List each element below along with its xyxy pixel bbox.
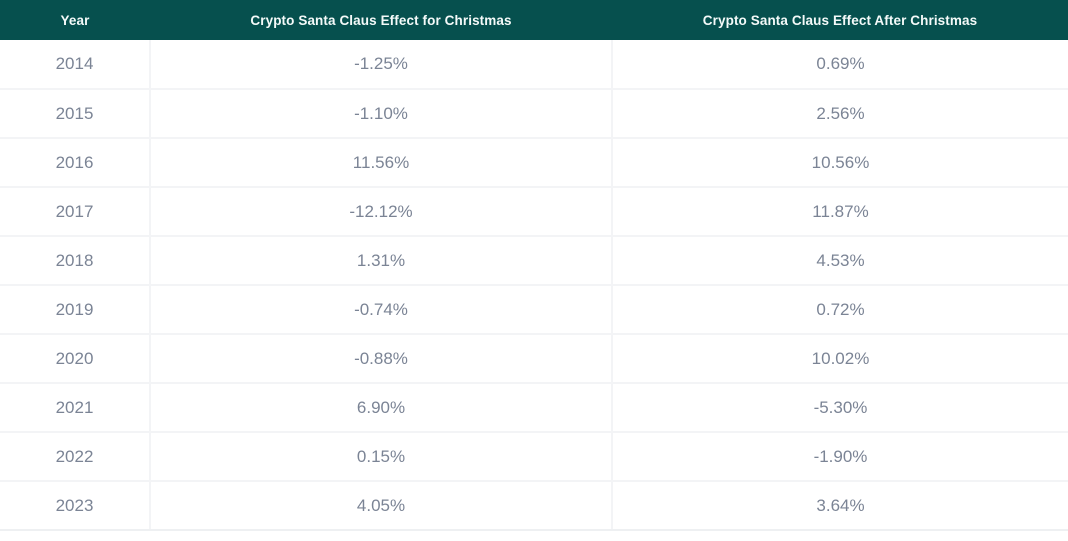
year-cell: 2016 bbox=[0, 138, 151, 188]
table-header: Year Crypto Santa Claus Effect for Chris… bbox=[0, 0, 1068, 40]
year-cell: 2023 bbox=[0, 481, 151, 531]
table-row: 2017 -12.12% 11.87% bbox=[0, 187, 1068, 237]
for-christmas-cell: 11.56% bbox=[150, 138, 613, 188]
after-christmas-cell: 0.72% bbox=[612, 285, 1068, 335]
table-row: 2022 0.15% -1.90% bbox=[0, 432, 1068, 482]
for-christmas-cell: -1.10% bbox=[150, 89, 613, 139]
table-row: 2018 1.31% 4.53% bbox=[0, 236, 1068, 286]
table-row: 2015 -1.10% 2.56% bbox=[0, 89, 1068, 139]
after-christmas-cell: 11.87% bbox=[612, 187, 1068, 237]
after-christmas-cell: 3.64% bbox=[612, 481, 1068, 531]
year-cell: 2020 bbox=[0, 334, 151, 384]
table-body: 2014 -1.25% 0.69% 2015 -1.10% 2.56% 2016… bbox=[0, 40, 1068, 531]
year-cell: 2021 bbox=[0, 383, 151, 433]
for-christmas-cell: 4.05% bbox=[150, 481, 613, 531]
year-cell: 2017 bbox=[0, 187, 151, 237]
year-cell: 2014 bbox=[0, 40, 151, 90]
year-cell: 2019 bbox=[0, 285, 151, 335]
after-christmas-cell: 2.56% bbox=[612, 89, 1068, 139]
for-christmas-cell: 6.90% bbox=[150, 383, 613, 433]
after-christmas-cell: -1.90% bbox=[612, 432, 1068, 482]
year-cell: 2018 bbox=[0, 236, 151, 286]
for-christmas-cell: -12.12% bbox=[150, 187, 613, 237]
table-row: 2020 -0.88% 10.02% bbox=[0, 334, 1068, 384]
after-christmas-cell: 4.53% bbox=[612, 236, 1068, 286]
table-row: 2019 -0.74% 0.72% bbox=[0, 285, 1068, 335]
header-year: Year bbox=[0, 0, 150, 40]
after-christmas-cell: 10.56% bbox=[612, 138, 1068, 188]
after-christmas-cell: -5.30% bbox=[612, 383, 1068, 433]
table-row: 2021 6.90% -5.30% bbox=[0, 383, 1068, 433]
year-cell: 2022 bbox=[0, 432, 151, 482]
header-effect-for-christmas: Crypto Santa Claus Effect for Christmas bbox=[150, 0, 612, 40]
table-row: 2014 -1.25% 0.69% bbox=[0, 40, 1068, 90]
table-row: 2016 11.56% 10.56% bbox=[0, 138, 1068, 188]
after-christmas-cell: 0.69% bbox=[612, 40, 1068, 90]
table-row: 2023 4.05% 3.64% bbox=[0, 481, 1068, 531]
for-christmas-cell: -1.25% bbox=[150, 40, 613, 90]
for-christmas-cell: -0.88% bbox=[150, 334, 613, 384]
header-row: Year Crypto Santa Claus Effect for Chris… bbox=[0, 0, 1068, 40]
header-effect-after-christmas: Crypto Santa Claus Effect After Christma… bbox=[612, 0, 1068, 40]
for-christmas-cell: 1.31% bbox=[150, 236, 613, 286]
for-christmas-cell: 0.15% bbox=[150, 432, 613, 482]
year-cell: 2015 bbox=[0, 89, 151, 139]
after-christmas-cell: 10.02% bbox=[612, 334, 1068, 384]
for-christmas-cell: -0.74% bbox=[150, 285, 613, 335]
